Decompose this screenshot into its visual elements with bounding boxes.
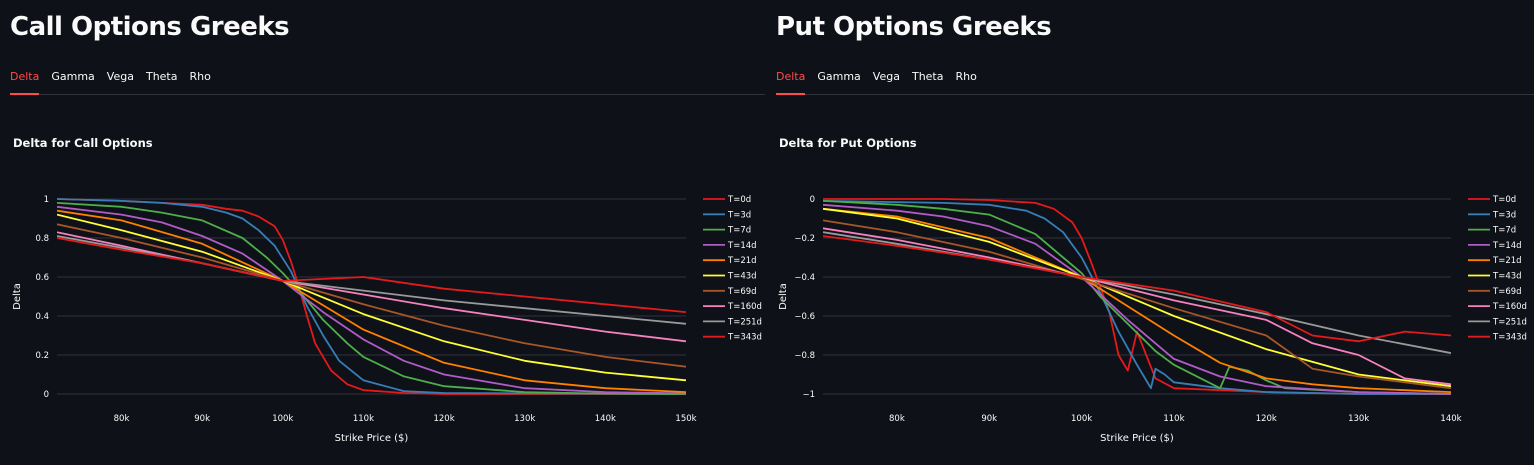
put-y-tick-label: 0 bbox=[810, 195, 815, 205]
put-options-heading: Put Options Greeks bbox=[776, 12, 1052, 42]
call-tab-vega[interactable]: Vega bbox=[106, 70, 134, 83]
put-series-t-14d bbox=[823, 203, 1451, 395]
put-legend-label: T=69d bbox=[1492, 287, 1522, 297]
call-x-tick-label: 140k bbox=[595, 414, 616, 424]
call-tab-delta[interactable]: Delta bbox=[10, 66, 40, 95]
call-legend-label: T=43d bbox=[727, 272, 757, 282]
put-y-tick-label: −0.8 bbox=[794, 351, 815, 361]
put-series-t-43d bbox=[823, 207, 1451, 388]
call-x-tick-label: 110k bbox=[353, 414, 374, 424]
put-legend-label: T=7d bbox=[1492, 226, 1516, 236]
put-chart-title: Delta for Put Options bbox=[779, 136, 917, 150]
put-x-tick-label: 120k bbox=[1256, 414, 1277, 424]
put-y-tick-label: −0.4 bbox=[794, 273, 815, 283]
put-x-axis-label: Strike Price ($) bbox=[1100, 433, 1174, 444]
put-y-axis-label: Delta bbox=[778, 283, 789, 310]
call-series-t-343d bbox=[57, 237, 686, 313]
call-x-tick-label: 150k bbox=[675, 414, 696, 424]
call-x-tick-label: 100k bbox=[272, 414, 293, 424]
call-y-tick-label: 1 bbox=[44, 195, 49, 205]
call-y-tick-label: 0.8 bbox=[35, 234, 49, 244]
call-series-t-21d bbox=[57, 209, 686, 393]
call-series-t-14d bbox=[57, 205, 686, 395]
call-options-heading: Call Options Greeks bbox=[10, 12, 290, 42]
call-legend-label: T=3d bbox=[727, 210, 751, 220]
put-legend-label: T=14d bbox=[1492, 241, 1522, 251]
put-legend-label: T=3d bbox=[1492, 210, 1516, 220]
call-series-t-3d bbox=[57, 198, 686, 395]
put-options-panel: Put Options Greeks Delta Gamma Vega Thet… bbox=[766, 0, 1534, 465]
call-legend-label: T=251d bbox=[727, 317, 762, 327]
call-legend-label: T=160d bbox=[727, 302, 762, 312]
put-x-tick-label: 80k bbox=[889, 414, 905, 424]
put-series-t-21d bbox=[823, 207, 1451, 393]
put-series-t-69d bbox=[823, 219, 1451, 390]
call-tab-theta[interactable]: Theta bbox=[145, 70, 178, 83]
call-legend-label: T=343d bbox=[727, 333, 762, 343]
put-y-tick-label: −1 bbox=[802, 390, 815, 400]
put-legend-label: T=0d bbox=[1492, 195, 1516, 205]
call-x-tick-label: 130k bbox=[514, 414, 535, 424]
call-x-tick-label: 90k bbox=[194, 414, 210, 424]
call-greeks-tabs: Delta Gamma Vega Theta Rho bbox=[10, 66, 765, 95]
put-legend-label: T=43d bbox=[1492, 272, 1522, 282]
put-legend-label: T=343d bbox=[1492, 333, 1527, 343]
put-x-tick-label: 130k bbox=[1348, 414, 1369, 424]
call-chart-title: Delta for Call Options bbox=[13, 136, 153, 150]
put-y-tick-label: −0.2 bbox=[794, 234, 815, 244]
put-y-tick-label: −0.6 bbox=[794, 312, 815, 322]
call-y-tick-label: 0.6 bbox=[35, 273, 49, 283]
put-series-t-251d bbox=[823, 231, 1451, 354]
call-series-t-0d bbox=[57, 198, 686, 395]
put-x-tick-label: 110k bbox=[1163, 414, 1184, 424]
call-x-axis-label: Strike Price ($) bbox=[335, 433, 409, 444]
call-legend-label: T=14d bbox=[727, 241, 757, 251]
call-series-t-43d bbox=[57, 213, 686, 382]
call-series-t-7d bbox=[57, 202, 686, 395]
put-x-tick-label: 140k bbox=[1440, 414, 1461, 424]
call-x-tick-label: 120k bbox=[433, 414, 454, 424]
call-options-panel: Call Options Greeks Delta Gamma Vega The… bbox=[0, 0, 765, 465]
call-y-tick-label: 0.4 bbox=[35, 312, 49, 322]
call-legend-label: T=21d bbox=[727, 256, 757, 266]
call-legend-label: T=7d bbox=[727, 226, 751, 236]
put-legend-label: T=160d bbox=[1492, 302, 1527, 312]
put-legend-label: T=251d bbox=[1492, 317, 1527, 327]
call-x-tick-label: 80k bbox=[114, 414, 130, 424]
put-tab-delta[interactable]: Delta bbox=[776, 66, 806, 95]
put-tab-vega[interactable]: Vega bbox=[872, 70, 900, 83]
put-tab-theta[interactable]: Theta bbox=[911, 70, 944, 83]
call-y-tick-label: 0 bbox=[44, 390, 49, 400]
put-series-t-7d bbox=[823, 200, 1451, 395]
call-series-t-160d bbox=[57, 231, 686, 343]
call-tab-gamma[interactable]: Gamma bbox=[51, 70, 95, 83]
put-series-t-160d bbox=[823, 227, 1451, 386]
put-x-tick-label: 100k bbox=[1071, 414, 1092, 424]
call-legend-label: T=0d bbox=[727, 195, 751, 205]
call-y-axis-label: Delta bbox=[12, 283, 23, 310]
call-legend-label: T=69d bbox=[727, 287, 757, 297]
put-x-tick-label: 90k bbox=[981, 414, 997, 424]
put-series-t-3d bbox=[823, 200, 1451, 395]
call-y-tick-label: 0.2 bbox=[35, 351, 49, 361]
put-greeks-tabs: Delta Gamma Vega Theta Rho bbox=[776, 66, 1534, 95]
put-delta-chart: −1 −0.8 −0.6 −0.4 −0.2 0 80k 90k 100k 110k 120k 130… bbox=[778, 195, 1527, 444]
put-tab-gamma[interactable]: Gamma bbox=[817, 70, 861, 83]
put-legend-label: T=21d bbox=[1492, 256, 1522, 266]
call-series-t-251d bbox=[57, 235, 686, 325]
put-tab-rho[interactable]: Rho bbox=[955, 70, 977, 83]
put-series-t-343d bbox=[823, 235, 1451, 343]
call-delta-chart: 0 0.2 0.4 0.6 0.8 1 80k 90k 100k 110k 120k 130k 140k… bbox=[12, 195, 762, 444]
call-tab-rho[interactable]: Rho bbox=[189, 70, 211, 83]
call-series-t-69d bbox=[57, 223, 686, 368]
